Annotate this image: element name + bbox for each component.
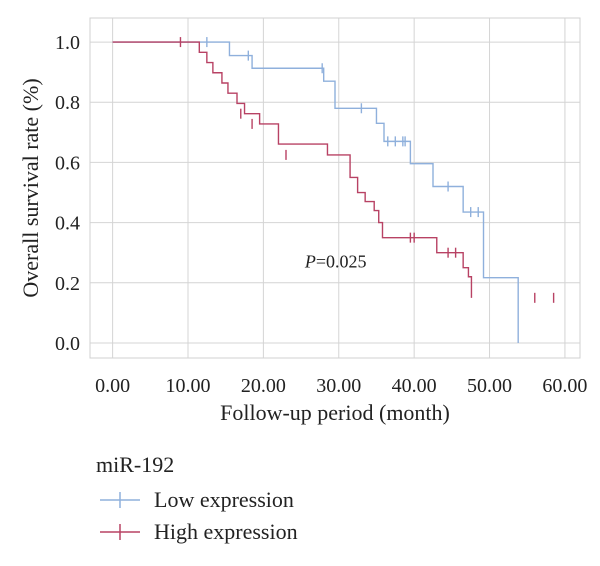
x-tick-label: 50.00 (467, 375, 512, 397)
plot-area (89, 17, 581, 359)
y-tick-label: 1.0 (55, 32, 80, 54)
legend: miR-192 Low expression High expression (96, 452, 298, 548)
legend-label-low: Low expression (154, 487, 294, 512)
p-value-text: =0.025 (316, 252, 367, 272)
legend-item-high: High expression (96, 516, 298, 548)
series-0 (112, 37, 519, 343)
legend-swatch-low (100, 492, 140, 508)
y-tick-label: 0.6 (55, 152, 80, 174)
y-tick-label: 0.0 (55, 333, 80, 355)
x-tick-label: 40.00 (392, 375, 437, 397)
grid (90, 18, 580, 358)
y-tick-label: 0.8 (55, 92, 80, 114)
y-tick-label: 0.2 (55, 273, 80, 295)
legend-swatch-high (100, 524, 140, 540)
series-line (112, 41, 473, 298)
x-tick-label: 30.00 (316, 375, 361, 397)
tick-labels: 0.00 10.00 20.00 30.00 40.00 50.00 60.00 0.0 0.2… (55, 32, 587, 397)
p-value-symbol: P (304, 252, 316, 272)
y-axis-title: Overall survival rate (%) (18, 78, 43, 297)
legend-label-high: High expression (154, 519, 298, 544)
x-tick-label: 10.00 (166, 375, 211, 397)
y-tick-label: 0.4 (55, 213, 80, 235)
x-tick-label: 20.00 (241, 375, 286, 397)
p-value-annotation: P=0.025 (304, 252, 367, 272)
series-line (112, 41, 519, 343)
series-1 (112, 37, 555, 303)
legend-title: miR-192 (96, 452, 175, 477)
x-tick-label: 60.00 (542, 375, 587, 397)
x-axis-title: Follow-up period (month) (220, 400, 450, 425)
x-tick-label: 0.00 (95, 375, 130, 397)
legend-item-low: Low expression (96, 484, 298, 516)
series-layer (112, 37, 555, 343)
